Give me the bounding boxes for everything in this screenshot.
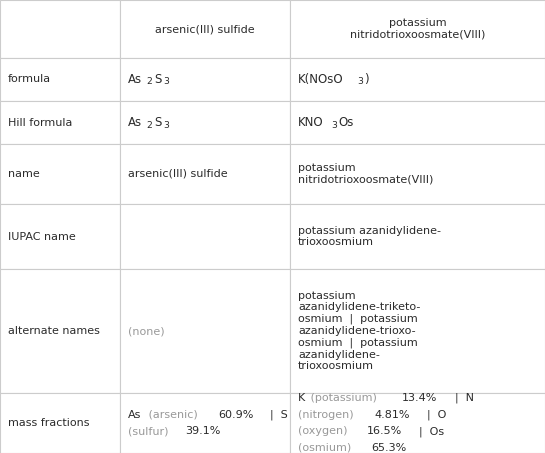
Text: potassium
nitridotrioxoosmate(VIII): potassium nitridotrioxoosmate(VIII) xyxy=(298,163,433,185)
Bar xyxy=(120,0,290,58)
Text: 16.5%: 16.5% xyxy=(366,426,402,436)
Text: 60.9%: 60.9% xyxy=(218,410,253,419)
Bar xyxy=(120,269,290,393)
Bar xyxy=(120,204,290,269)
Text: 3: 3 xyxy=(331,120,337,130)
Text: K: K xyxy=(298,393,305,403)
Text: Hill formula: Hill formula xyxy=(8,117,72,127)
Text: potassium azanidylidene-
trioxoosmium: potassium azanidylidene- trioxoosmium xyxy=(298,226,441,247)
Bar xyxy=(0,0,120,58)
Text: 2: 2 xyxy=(146,77,152,87)
Bar xyxy=(0,393,120,453)
Text: (potassium): (potassium) xyxy=(307,393,381,403)
Text: S: S xyxy=(154,116,161,129)
Text: name: name xyxy=(8,169,40,179)
Text: mass fractions: mass fractions xyxy=(8,418,89,428)
Text: potassium
azanidylidene-triketo-
osmium  |  potassium
azanidylidene-trioxo-
osmi: potassium azanidylidene-triketo- osmium … xyxy=(298,291,420,371)
Text: S: S xyxy=(154,73,161,86)
Bar xyxy=(290,393,545,453)
Text: K(NOsO: K(NOsO xyxy=(298,73,344,86)
Bar xyxy=(0,269,120,393)
Bar xyxy=(290,101,545,144)
Text: 13.4%: 13.4% xyxy=(402,393,438,403)
Text: KNO: KNO xyxy=(298,116,324,129)
Text: arsenic(III) sulfide: arsenic(III) sulfide xyxy=(128,169,228,179)
Text: arsenic(III) sulfide: arsenic(III) sulfide xyxy=(155,24,255,34)
Text: potassium
nitridotrioxoosmate(VIII): potassium nitridotrioxoosmate(VIII) xyxy=(350,18,485,40)
Text: |  N: | N xyxy=(447,393,474,403)
Bar xyxy=(290,269,545,393)
Text: 65.3%: 65.3% xyxy=(371,443,407,453)
Text: 3: 3 xyxy=(357,77,363,87)
Bar xyxy=(0,144,120,204)
Bar xyxy=(290,204,545,269)
Text: ): ) xyxy=(365,73,369,86)
Text: 2: 2 xyxy=(146,120,152,130)
Text: As: As xyxy=(128,116,142,129)
Text: |  S: | S xyxy=(263,410,288,420)
Bar xyxy=(120,58,290,101)
Text: (osmium): (osmium) xyxy=(298,443,355,453)
Bar xyxy=(290,58,545,101)
Text: IUPAC name: IUPAC name xyxy=(8,231,76,241)
Bar xyxy=(290,144,545,204)
Text: formula: formula xyxy=(8,74,51,85)
Text: 4.81%: 4.81% xyxy=(374,410,410,419)
Text: |  Os: | Os xyxy=(412,426,444,437)
Text: (sulfur): (sulfur) xyxy=(128,426,172,436)
Bar xyxy=(0,58,120,101)
Bar xyxy=(120,144,290,204)
Bar xyxy=(120,101,290,144)
Text: |  O: | O xyxy=(420,410,446,420)
Text: (arsenic): (arsenic) xyxy=(146,410,202,419)
Text: 3: 3 xyxy=(164,77,169,87)
Text: (none): (none) xyxy=(128,326,165,336)
Bar xyxy=(0,204,120,269)
Bar xyxy=(120,393,290,453)
Text: (nitrogen): (nitrogen) xyxy=(298,410,357,419)
Text: As: As xyxy=(128,410,141,419)
Text: 3: 3 xyxy=(164,120,169,130)
Bar xyxy=(0,101,120,144)
Text: alternate names: alternate names xyxy=(8,326,100,336)
Text: Os: Os xyxy=(338,116,354,129)
Text: (oxygen): (oxygen) xyxy=(298,426,351,436)
Bar xyxy=(290,0,545,58)
Text: As: As xyxy=(128,73,142,86)
Text: 39.1%: 39.1% xyxy=(185,426,220,436)
